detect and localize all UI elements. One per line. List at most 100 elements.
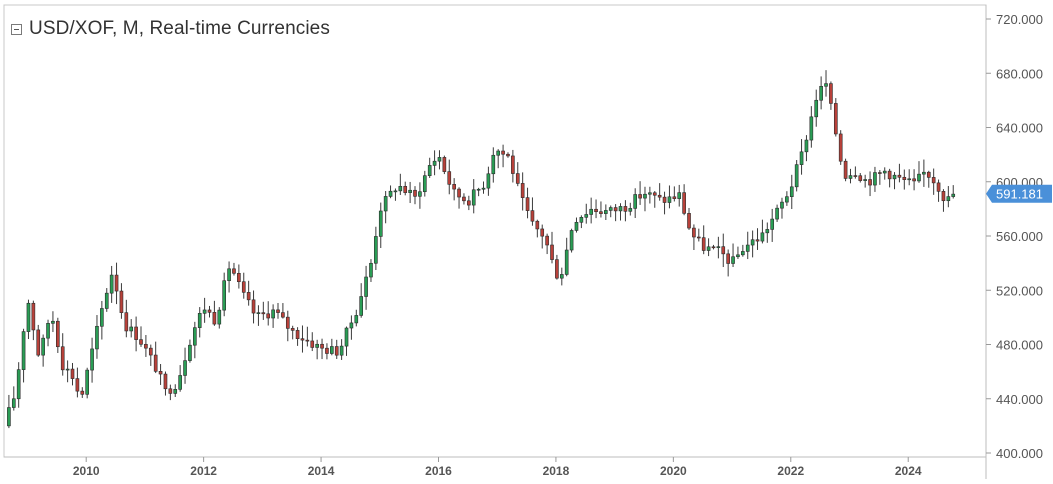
candle-body [770, 218, 775, 230]
candle-body [197, 313, 202, 328]
candle-body [882, 170, 887, 174]
candle [290, 325, 295, 340]
candle-body [926, 171, 931, 178]
time-tick-label: 2018 [543, 464, 570, 478]
candle-body [491, 154, 496, 175]
candle-body [41, 337, 45, 356]
candle [178, 365, 182, 392]
candle [540, 224, 545, 249]
candle-body [144, 343, 148, 349]
candle [604, 204, 608, 220]
candle-body [946, 196, 951, 202]
candle [794, 160, 799, 192]
candle [716, 236, 721, 259]
candle [80, 387, 85, 398]
candle-body [687, 213, 691, 229]
candle-body [21, 331, 26, 370]
candle [515, 162, 520, 187]
candle [657, 183, 662, 201]
candle-body [36, 329, 41, 356]
candle-body [26, 302, 31, 332]
candle [310, 332, 315, 352]
candle-body [814, 99, 819, 118]
candle-body [878, 172, 882, 174]
candle-body [613, 207, 618, 212]
candle-body [525, 197, 530, 211]
candle-body [530, 210, 535, 222]
candle-body [212, 312, 217, 325]
candle [530, 197, 535, 226]
candle [643, 186, 647, 212]
candle [100, 300, 104, 340]
candle-body [295, 330, 300, 339]
candle [829, 81, 833, 110]
time-axis[interactable]: 2010 2012 2014 2016 2018 2020 2022 2024 [4, 456, 986, 478]
candle [349, 315, 354, 340]
candle [941, 189, 946, 212]
candle [951, 185, 956, 199]
candle [56, 317, 60, 353]
candle-body [11, 398, 16, 408]
candle [804, 135, 809, 162]
candle [237, 264, 241, 289]
price-tick-label: 560.000 [996, 229, 1043, 244]
candle-body [241, 281, 246, 293]
candle-body [432, 160, 437, 166]
candle [207, 305, 212, 318]
candle-body [481, 187, 486, 190]
candle [330, 338, 334, 356]
candle [60, 333, 65, 376]
candle [887, 168, 892, 188]
candle-body [608, 207, 613, 211]
candle [285, 310, 290, 342]
chart-title: USD/XOF, M, Real-time Currencies [29, 18, 330, 39]
candle-body [701, 237, 706, 251]
candle [613, 204, 618, 222]
candle [863, 174, 867, 188]
candle [70, 362, 75, 386]
candle-body [638, 194, 642, 199]
candle [608, 205, 613, 218]
candle [922, 159, 926, 187]
candle [432, 150, 437, 176]
candle [662, 191, 667, 215]
candle-body [745, 244, 750, 252]
candle [408, 181, 412, 204]
price-axis[interactable]: 400.000440.000480.000520.000560.000600.0… [985, 5, 1043, 479]
candle-body [364, 276, 368, 297]
candle-body [393, 190, 398, 193]
candle [741, 244, 745, 257]
candle-body [119, 290, 124, 313]
candle [628, 202, 633, 216]
candle-body [584, 214, 589, 218]
candle-body [765, 229, 770, 234]
candle [692, 224, 696, 251]
candle-body [652, 192, 657, 196]
candle [51, 311, 55, 333]
candle [334, 339, 339, 359]
candle-body [706, 246, 711, 251]
candle-body [85, 369, 89, 395]
candle-body [922, 171, 926, 175]
candle [36, 324, 41, 357]
candle [90, 337, 94, 383]
price-tick-label: 400.000 [996, 446, 1043, 461]
candle-body [369, 262, 373, 278]
candle-body [158, 371, 163, 375]
candle [858, 173, 863, 183]
collapse-icon[interactable] [11, 23, 22, 35]
candle [501, 144, 505, 168]
candle-body [251, 299, 256, 314]
candle-body [476, 188, 481, 191]
candle-body [809, 116, 814, 141]
candle-body [232, 268, 236, 274]
candle-body [511, 155, 515, 174]
candle [799, 139, 804, 175]
candle [447, 159, 452, 195]
candle [511, 149, 515, 183]
candle [462, 193, 466, 205]
candle-body [682, 192, 686, 214]
candle [422, 170, 427, 197]
